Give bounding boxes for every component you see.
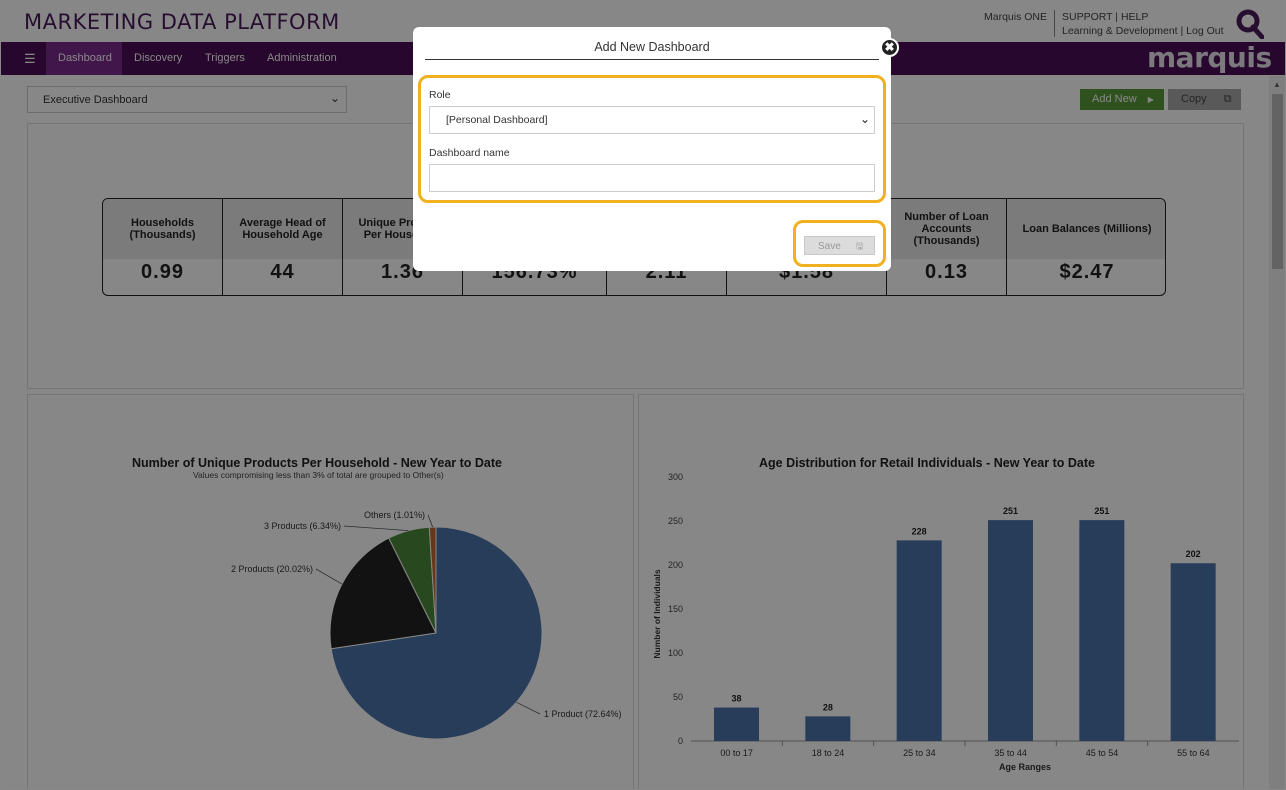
search-logo-icon[interactable] — [1236, 9, 1264, 39]
bar-chart: 0 50 100 150 200 250 300 38 00 to 17 28 18 to 24 22… — [652, 472, 1239, 772]
dashboard-select-value: Executive Dashboard — [43, 94, 148, 106]
role-select[interactable]: [Personal Dashboard] ⌄ — [429, 106, 875, 134]
pie-chart-title: Number of Unique Products Per Household … — [132, 456, 502, 470]
pie-leader-line — [343, 525, 409, 532]
add-new-label: Add New — [1092, 93, 1137, 105]
support-help-link[interactable]: SUPPORT | HELP — [1062, 11, 1149, 23]
y-axis-label: Number of Individuals — [652, 569, 662, 659]
bar-chart-title: Age Distribution for Retail Individuals … — [759, 456, 1095, 470]
marquis-logo: marquis — [1147, 41, 1272, 74]
kpi-label: Average Head of Household Age — [223, 199, 342, 259]
y-tick-label: 200 — [668, 560, 683, 570]
kpi-value: $2.47 — [1059, 261, 1115, 283]
kpi-loan-accounts: Number of Loan Accounts (Thousands) 0.13 — [887, 199, 1007, 295]
kpi-label: Number of Loan Accounts (Thousands) — [887, 199, 1006, 259]
kpi-households: Households (Thousands) 0.99 — [103, 199, 223, 295]
role-select-value: [Personal Dashboard] — [446, 114, 548, 126]
scroll-up-icon[interactable]: ▲ — [1273, 80, 1281, 89]
close-icon[interactable]: ✖ — [880, 38, 899, 57]
y-tick-label: 100 — [668, 648, 683, 658]
nav-administration[interactable]: Administration — [267, 52, 337, 64]
save-button[interactable]: Save 🖫 — [804, 236, 875, 255]
x-tick-label: 55 to 64 — [1177, 748, 1210, 758]
bar-data-label: 251 — [1094, 506, 1109, 516]
save-label: Save — [818, 241, 841, 252]
chevron-down-icon: ⌄ — [329, 91, 340, 105]
bar-data-label: 251 — [1003, 506, 1018, 516]
kpi-label: Loan Balances (Millions) — [1007, 199, 1165, 259]
copy-label: Copy — [1181, 93, 1207, 105]
pie-chart-subtitle: Values compromising less than 3% of tota… — [193, 470, 444, 480]
y-tick-label: 250 — [668, 516, 683, 526]
y-tick-label: 300 — [668, 472, 683, 482]
bar-data-label: 202 — [1186, 549, 1201, 559]
bar-data-label: 228 — [912, 526, 927, 536]
dashboard-select[interactable]: Executive Dashboard ⌄ — [27, 86, 347, 113]
y-tick-label: 150 — [668, 604, 683, 614]
add-new-button[interactable]: Add New ▶ — [1080, 89, 1164, 110]
kpi-value: 44 — [270, 261, 295, 283]
x-tick-label: 35 to 44 — [994, 748, 1027, 758]
x-tick-label: 45 to 54 — [1086, 748, 1119, 758]
bar-data-label: 28 — [823, 702, 833, 712]
kpi-label: Households (Thousands) — [103, 199, 222, 259]
bar — [988, 520, 1033, 741]
support-links[interactable]: SUPPORT | HELP Learning & Development | … — [1062, 10, 1224, 38]
bar — [714, 707, 759, 741]
highlight-save — [793, 220, 886, 267]
nav-triggers[interactable]: Triggers — [205, 52, 245, 64]
role-label: Role — [429, 89, 451, 101]
pie-chart: 1 Product (72.64%) 2 Products (20.02%) 3 P… — [231, 510, 622, 740]
learning-logout-link[interactable]: Learning & Development | Log Out — [1062, 25, 1224, 37]
highlight-form-fields — [418, 75, 886, 203]
marquis-one-link[interactable]: Marquis ONE — [984, 11, 1048, 23]
y-tick-label: 0 — [678, 736, 683, 746]
chevron-down-icon: ⌄ — [859, 112, 870, 126]
pie-label: 1 Product (72.64%) — [544, 709, 622, 719]
kpi-value: 0.13 — [925, 261, 968, 283]
pie-label: Others (1.01%) — [364, 510, 425, 520]
divider — [1054, 10, 1055, 37]
y-tick-label: 50 — [673, 692, 683, 702]
kpi-value: 0.99 — [141, 261, 184, 283]
floppy-icon: 🖫 — [855, 241, 864, 251]
pie-label: 3 Products (6.34%) — [264, 521, 341, 531]
scrollbar-thumb[interactable] — [1272, 94, 1283, 269]
bar — [1170, 563, 1216, 741]
copy-icon: ⧉ — [1223, 93, 1232, 105]
pie-leader-line — [516, 701, 541, 715]
bar — [1079, 520, 1125, 741]
pie-leader-line — [427, 514, 434, 528]
bar — [896, 540, 942, 741]
bar-data-label: 38 — [731, 694, 741, 704]
brand-title: MARKETING DATA PLATFORM — [24, 10, 340, 34]
pie-label: 2 Products (20.02%) — [231, 564, 313, 574]
add-dashboard-modal: Add New Dashboard — [413, 27, 891, 271]
x-axis-label: Age Ranges — [999, 762, 1051, 772]
x-tick-label: 00 to 17 — [720, 748, 753, 758]
x-tick-label: 18 to 24 — [812, 748, 845, 758]
pie-slice — [330, 526, 543, 740]
modal-title: Add New Dashboard — [425, 35, 879, 60]
kpi-value: 1.36 — [381, 261, 424, 283]
scrollbar[interactable]: ▲ — [1269, 76, 1285, 789]
dashboard-name-input[interactable] — [429, 164, 875, 192]
x-tick-label: 25 to 34 — [903, 748, 936, 758]
copy-button[interactable]: Copy ⧉ — [1168, 89, 1241, 110]
kpi-avg-age: Average Head of Household Age 44 — [223, 199, 343, 295]
pie-leader-line — [315, 568, 343, 585]
bar — [805, 716, 851, 741]
kpi-loan-balances: Loan Balances (Millions) $2.47 — [1007, 199, 1165, 295]
caret-right-icon: ▶ — [1147, 95, 1154, 104]
dashboard-name-label: Dashboard name — [429, 147, 510, 159]
nav-dashboard[interactable]: Dashboard — [46, 42, 122, 75]
menu-icon[interactable]: ☰ — [24, 51, 36, 66]
nav-discovery[interactable]: Discovery — [134, 52, 183, 64]
